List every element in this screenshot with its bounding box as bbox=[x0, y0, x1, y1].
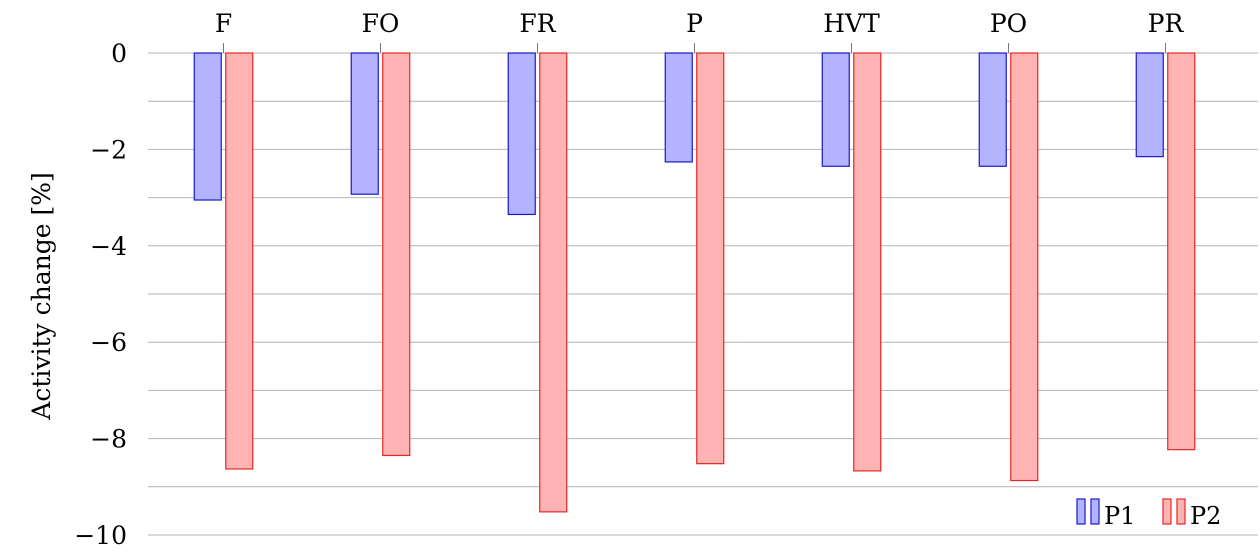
y-tick-label: −6 bbox=[90, 328, 127, 357]
bar-p2-hvt bbox=[853, 52, 882, 472]
bar-p2-po bbox=[1010, 52, 1039, 482]
category-label: PO bbox=[990, 9, 1027, 38]
category-label: HVT bbox=[823, 9, 880, 38]
bar-p1-fr bbox=[507, 52, 536, 216]
bar-p1-p bbox=[664, 52, 693, 163]
bar-p2-fr bbox=[539, 52, 568, 513]
y-tick-label: −8 bbox=[90, 425, 127, 454]
bar-p2-f bbox=[225, 52, 254, 470]
category-label: FR bbox=[519, 9, 556, 38]
bar-p1-pr bbox=[1135, 52, 1164, 158]
legend-swatch-p2 bbox=[1176, 498, 1186, 525]
y-tick-label: −2 bbox=[90, 135, 127, 164]
bar-p2-p bbox=[696, 52, 725, 465]
y-tick-label: 0 bbox=[111, 39, 127, 68]
bar-p1-fo bbox=[350, 52, 379, 195]
legend-label-p1: P1 bbox=[1104, 502, 1135, 530]
bars bbox=[193, 52, 1196, 513]
y-tick-label: −4 bbox=[90, 232, 127, 261]
bar-p1-f bbox=[193, 52, 222, 201]
bar-p1-po bbox=[978, 52, 1007, 167]
y-tick-label: −10 bbox=[74, 521, 127, 550]
y-axis-label: Activity change [%] bbox=[27, 172, 56, 420]
category-label: P bbox=[686, 9, 703, 38]
bar-p1-hvt bbox=[821, 52, 850, 167]
legend-swatch-p1 bbox=[1090, 498, 1100, 525]
bar-p2-pr bbox=[1167, 52, 1196, 451]
legend-swatch-p2 bbox=[1162, 498, 1172, 525]
category-label: FO bbox=[362, 9, 400, 38]
y-axis-ticks: 0 −2 −4 −6 −8 −10 bbox=[74, 39, 127, 550]
legend: P1 P2 bbox=[1076, 498, 1221, 530]
legend-label-p2: P2 bbox=[1190, 502, 1221, 530]
category-label: F bbox=[215, 9, 232, 38]
category-labels: F FO FR P HVT PO PR bbox=[215, 9, 1185, 53]
category-label: PR bbox=[1148, 9, 1185, 38]
bar-p2-fo bbox=[382, 52, 411, 457]
legend-swatch-p1 bbox=[1076, 498, 1086, 525]
